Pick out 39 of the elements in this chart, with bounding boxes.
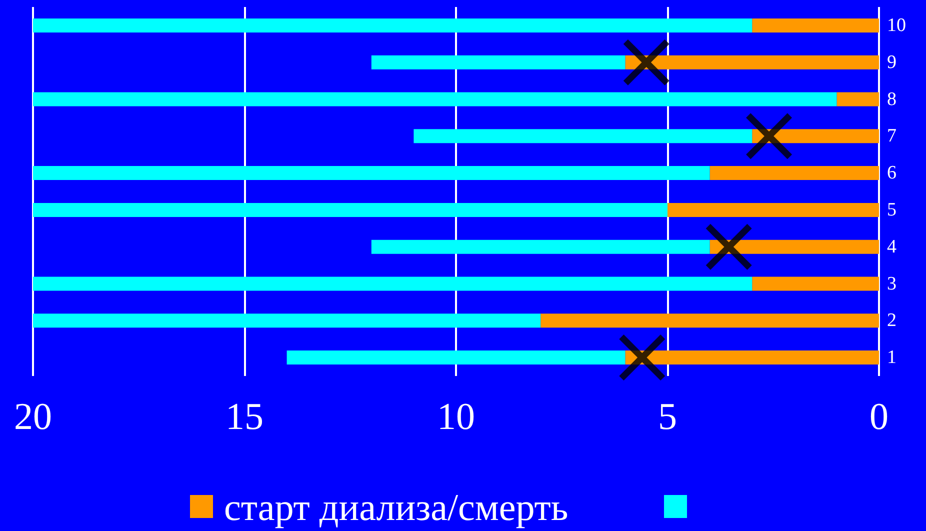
point [623, 39, 670, 86]
bar [836, 92, 879, 106]
bar [668, 202, 879, 217]
bar [33, 202, 668, 217]
bar [33, 166, 710, 180]
y-tick-label: 5 [887, 199, 896, 220]
x-tick-label: 0 [870, 396, 888, 438]
legend-label: старт диализа/смерть [224, 487, 568, 529]
y-tick-label: 1 [887, 347, 896, 368]
y-tick-label: 7 [887, 126, 896, 147]
bar [752, 276, 879, 291]
bar [33, 276, 752, 291]
point [619, 334, 666, 381]
x-tick-label: 10 [437, 396, 475, 438]
y-tick-label: 9 [887, 52, 896, 73]
bar [414, 129, 752, 144]
x-tick-label: 20 [14, 396, 52, 438]
bar [33, 314, 541, 328]
point [706, 224, 752, 270]
y-tick-label: 8 [887, 88, 896, 110]
bar [752, 18, 879, 32]
point [746, 113, 792, 160]
bar [33, 92, 837, 106]
y-tick-label: 10 [887, 14, 906, 36]
x-tick-label: 15 [226, 396, 264, 438]
bar [540, 314, 879, 328]
y-tick-label: 2 [887, 310, 896, 332]
y-tick-label: 6 [887, 162, 896, 184]
bar [710, 166, 879, 180]
bar [371, 55, 626, 70]
x-tick-label: 5 [658, 396, 677, 438]
bar [371, 240, 710, 254]
y-tick-label: 3 [887, 273, 896, 294]
bar [33, 18, 752, 32]
bar [710, 240, 879, 254]
bar [625, 350, 879, 365]
bar [286, 350, 626, 365]
y-tick-label: 4 [887, 236, 897, 258]
bar [625, 55, 879, 70]
